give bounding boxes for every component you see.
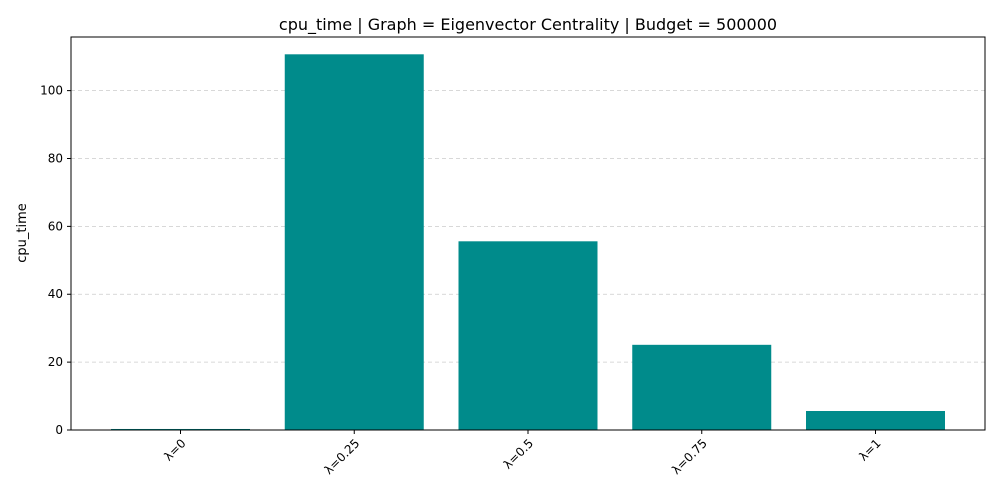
y-axis-label: cpu_time: [15, 203, 30, 263]
y-tick-label: 80: [48, 151, 63, 165]
x-tick-label: λ=1: [856, 436, 883, 463]
x-tick-label: λ=0.5: [501, 436, 537, 472]
bar: [632, 344, 772, 430]
bar: [111, 428, 250, 430]
y-tick-label: 40: [48, 287, 63, 301]
chart-title: cpu_time | Graph = Eigenvector Centralit…: [279, 15, 777, 35]
y-tick-label: 60: [48, 219, 63, 233]
y-tick-label: 0: [55, 423, 63, 437]
x-tick-label: λ=0: [161, 436, 188, 463]
x-tick-label: λ=0.75: [669, 436, 710, 477]
bar: [458, 241, 598, 430]
bar-layer: [111, 54, 945, 430]
bar: [806, 410, 945, 430]
plot-frame: [70, 36, 986, 431]
bar: [284, 54, 424, 430]
x-tick-label: λ=0.25: [321, 436, 362, 477]
y-tick-label: 20: [48, 355, 63, 369]
y-tick-label: 100: [40, 84, 63, 98]
